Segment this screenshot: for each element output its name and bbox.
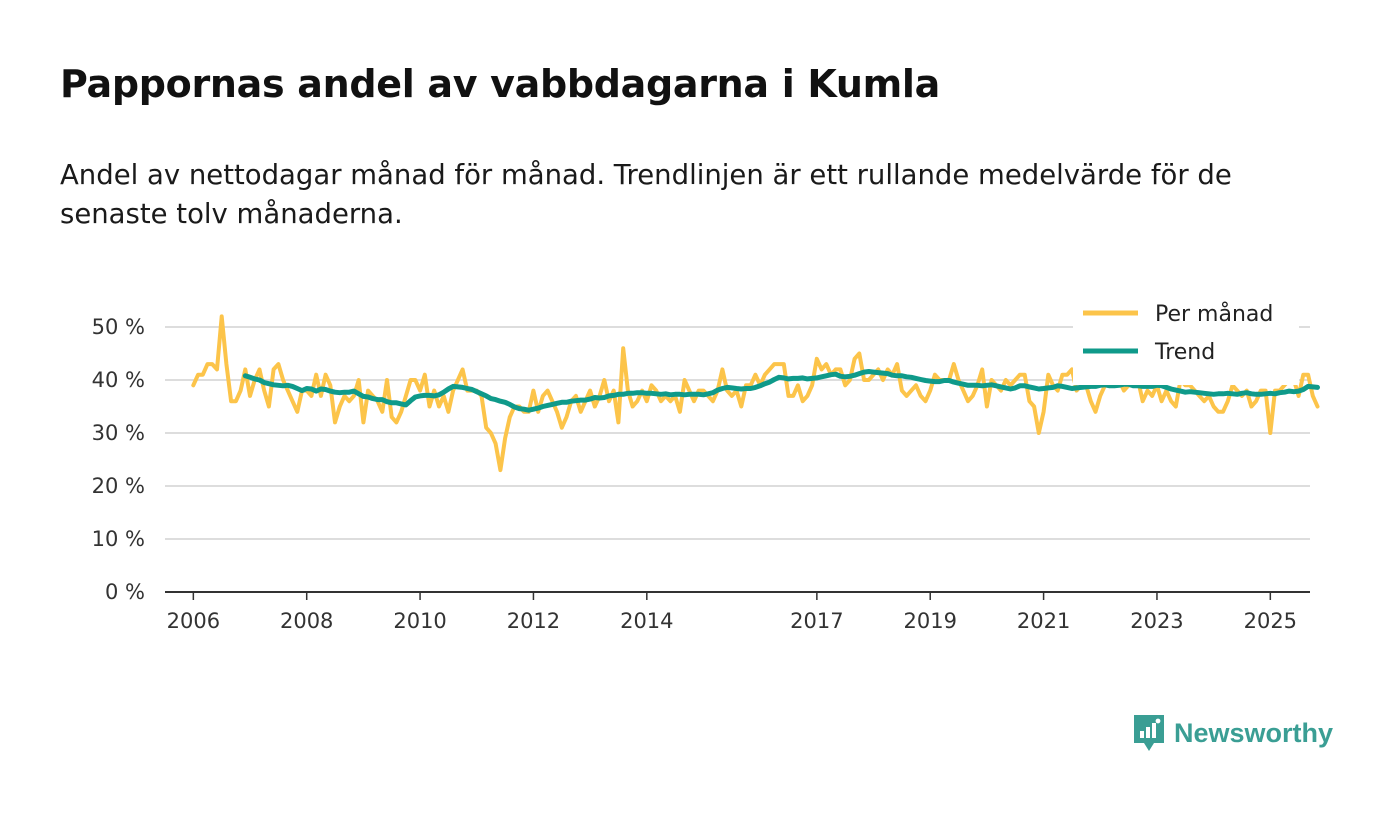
x-tick-label: 2021 [1017, 609, 1070, 633]
y-tick-label: 20 % [92, 474, 145, 498]
y-tick-label: 0 % [105, 580, 145, 604]
y-tick-label: 10 % [92, 527, 145, 551]
legend-label: Trend [1154, 340, 1215, 365]
y-tick-label: 50 % [92, 315, 145, 339]
x-tick-label: 2017 [790, 609, 843, 633]
x-axis-ticks: 2006 2008 2010 2012 2014 2017 2019 2021 2023 2025 [167, 592, 1297, 633]
x-tick-label: 2023 [1130, 609, 1183, 633]
y-tick-label: 40 % [92, 368, 145, 392]
line-chart: 0 % 10 % 20 % 30 % 40 % 50 % 2006 2008 2010 2012… [92, 295, 1320, 633]
brand-name: Newsworthy [1174, 717, 1334, 748]
grid-lines [165, 326, 1310, 593]
x-tick-label: 2010 [393, 609, 446, 633]
y-tick-label: 30 % [92, 421, 145, 445]
newsworthy-logo-icon [1134, 715, 1164, 751]
legend: Per månad Trend [1073, 295, 1299, 385]
chart-subtitle: Andel av nettodagar månad för månad. Tre… [60, 159, 1232, 230]
x-tick-label: 2025 [1244, 609, 1297, 633]
x-tick-label: 2008 [280, 609, 333, 633]
x-tick-label: 2012 [507, 609, 560, 633]
x-tick-label: 2006 [167, 609, 220, 633]
x-tick-label: 2014 [620, 609, 673, 633]
chart-title: Pappornas andel av vabbdagarna i Kumla [60, 62, 940, 106]
series-line-trend [242, 369, 1320, 413]
legend-background [1073, 295, 1299, 385]
brand-logo: Newsworthy [1132, 712, 1333, 754]
legend-label: Per månad [1155, 301, 1273, 327]
y-axis-ticks: 0 % 10 % 20 % 30 % 40 % 50 % [92, 315, 145, 604]
x-tick-label: 2019 [903, 609, 956, 633]
